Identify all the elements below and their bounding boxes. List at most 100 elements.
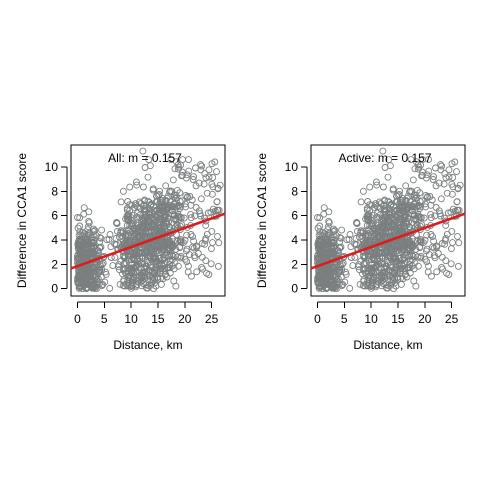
data-point xyxy=(443,189,451,197)
data-point xyxy=(165,203,173,211)
data-point xyxy=(338,226,346,234)
data-point xyxy=(207,260,215,268)
data-point xyxy=(406,264,414,272)
data-point xyxy=(105,235,113,243)
data-point xyxy=(138,214,146,222)
data-point xyxy=(374,203,382,211)
data-point xyxy=(174,210,182,218)
data-point xyxy=(99,281,107,288)
data-point xyxy=(413,186,421,194)
data-point xyxy=(187,231,195,238)
data-point xyxy=(416,243,424,251)
data-point xyxy=(174,262,182,270)
x-tick-label: 0 xyxy=(314,312,321,326)
data-point xyxy=(445,166,453,174)
data-point xyxy=(413,220,421,228)
data-point xyxy=(374,222,382,229)
y-tick-label: 6 xyxy=(291,209,298,223)
data-point xyxy=(433,268,441,276)
data-point xyxy=(356,233,363,241)
data-point xyxy=(370,237,378,245)
data-point xyxy=(412,158,420,166)
data-point xyxy=(323,275,331,283)
data-point xyxy=(427,210,435,218)
data-point xyxy=(406,188,413,196)
data-point xyxy=(129,254,137,261)
data-point xyxy=(432,182,440,190)
data-point xyxy=(405,203,413,211)
data-point xyxy=(366,183,374,191)
data-point xyxy=(414,210,422,218)
data-point xyxy=(169,202,177,210)
data-point xyxy=(414,202,422,210)
data-point xyxy=(448,227,456,235)
data-point xyxy=(437,195,445,203)
data-point xyxy=(444,209,452,217)
y-axis: 0 2 4 6 8 10 xyxy=(45,160,68,296)
data-point xyxy=(410,212,418,220)
data-point xyxy=(369,254,377,261)
data-point xyxy=(420,214,428,222)
data-point xyxy=(330,228,338,235)
data-point xyxy=(204,209,212,217)
data-point xyxy=(169,176,177,184)
data-point xyxy=(412,194,419,202)
data-point xyxy=(102,270,110,278)
data-point xyxy=(153,266,161,274)
data-point xyxy=(321,244,329,252)
x-tick-label: 20 xyxy=(178,312,192,326)
data-point xyxy=(400,208,407,216)
data-point xyxy=(74,279,82,287)
data-point xyxy=(170,212,178,220)
data-point xyxy=(189,243,197,251)
data-point xyxy=(208,227,216,235)
data-point xyxy=(175,213,183,221)
data-point xyxy=(198,263,206,271)
data-point xyxy=(359,187,367,195)
data-point xyxy=(162,197,170,205)
y-axis-title: Difference in CCA1 score xyxy=(15,153,29,288)
data-point xyxy=(101,278,109,286)
data-point xyxy=(359,229,367,237)
data-point xyxy=(185,251,193,259)
data-point xyxy=(119,229,127,237)
data-point xyxy=(393,192,400,200)
data-point xyxy=(170,193,178,201)
data-point xyxy=(124,198,132,205)
data-point xyxy=(429,176,437,183)
scatter-panel-all: 0 5 10 15 20 25 0 2 4 6 8 10 All: m = 0.157 Distan… xyxy=(15,144,226,352)
data-point xyxy=(324,238,332,246)
data-point xyxy=(147,281,155,289)
data-point xyxy=(353,220,361,228)
data-point xyxy=(116,280,124,288)
data-point xyxy=(449,239,456,247)
data-point xyxy=(368,261,376,269)
data-point xyxy=(416,198,424,206)
data-point xyxy=(361,241,369,248)
data-point xyxy=(387,263,395,271)
data-point xyxy=(130,274,138,282)
data-point xyxy=(364,252,372,260)
data-point xyxy=(324,226,332,234)
data-point xyxy=(394,275,402,283)
data-point xyxy=(201,170,209,178)
data-point xyxy=(409,202,417,210)
data-point xyxy=(328,281,336,289)
data-point xyxy=(207,208,215,216)
data-point xyxy=(187,272,195,280)
data-point xyxy=(379,147,387,155)
x-tick-label: 10 xyxy=(364,312,378,326)
data-point xyxy=(156,245,164,253)
x-tick-label: 15 xyxy=(151,312,165,326)
data-point xyxy=(187,210,195,218)
data-point xyxy=(360,260,368,268)
x-tick-label: 0 xyxy=(74,312,81,326)
data-point xyxy=(331,227,339,234)
data-point xyxy=(315,235,323,243)
data-point xyxy=(402,182,410,190)
x-tick-label: 15 xyxy=(391,312,405,326)
data-point xyxy=(214,232,221,240)
data-point xyxy=(402,197,410,205)
data-point xyxy=(191,254,199,262)
data-point xyxy=(393,258,401,266)
